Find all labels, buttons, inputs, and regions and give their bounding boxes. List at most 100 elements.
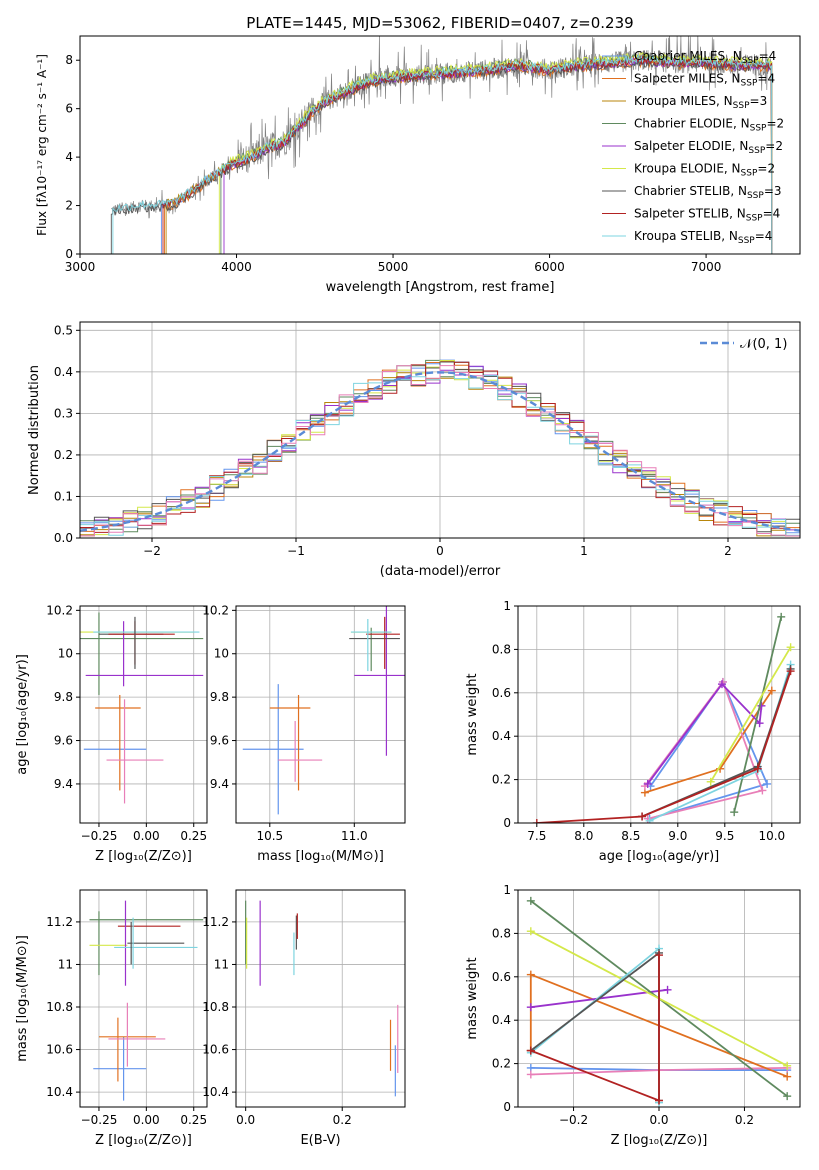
x-axis-label: E(B-V) <box>300 1133 340 1148</box>
y-tick-label: 10.8 <box>202 1000 229 1014</box>
x-axis-label: age [log₁₀(age/yr)] <box>599 849 720 864</box>
y-tick-label: 0 <box>503 816 511 830</box>
x-tick-label: 6000 <box>534 260 565 274</box>
weight-line <box>644 690 773 794</box>
y-tick-label: 10 <box>58 647 73 661</box>
x-tick-label: 11.0 <box>341 829 368 843</box>
y-tick-label: 0.6 <box>492 970 511 984</box>
model-spectrum-line <box>112 54 773 254</box>
x-tick-label: 8.0 <box>574 829 593 843</box>
y-axis-label: mass weight <box>465 673 480 755</box>
axes-frame <box>79 605 208 824</box>
legend-entry: Salpeter MILES, NSSP=4 <box>634 72 775 89</box>
y-tick-label: 11 <box>58 957 73 971</box>
histogram-group <box>80 359 800 538</box>
y-tick-label: 1 <box>503 599 511 613</box>
x-axis-label: Z [log₁₀(Z/Z⊙)] <box>95 1133 192 1148</box>
y-tick-label: 10.2 <box>46 603 73 617</box>
y-axis-label: mass [log₁₀(M/M⊙)] <box>15 935 30 1062</box>
axes-frame <box>235 889 406 1108</box>
spectrum-group <box>110 36 773 254</box>
x-tick-label: 0.0 <box>236 1113 255 1127</box>
model-spectrum-line <box>223 57 773 254</box>
x-tick-label: 0.00 <box>133 829 160 843</box>
x-axis-label: Z [log₁₀(Z/Z⊙)] <box>95 849 192 864</box>
y-tick-label: 0.4 <box>54 365 73 379</box>
y-tick-label: 6 <box>65 102 73 116</box>
weight-line <box>530 946 660 1103</box>
legend-entry: Kroupa MILES, NSSP=3 <box>634 94 767 111</box>
weight-line <box>530 951 660 1101</box>
y-tick-label: 9.4 <box>210 777 229 791</box>
y-tick-label: 2 <box>65 199 73 213</box>
y-tick-label: 9.6 <box>54 734 73 748</box>
y-tick-label: 9.8 <box>54 690 73 704</box>
y-tick-label: 10.2 <box>202 603 229 617</box>
legend-entry: Salpeter ELODIE, NSSP=2 <box>634 139 783 156</box>
x-tick-label: 0.25 <box>180 1113 207 1127</box>
y-tick-label: 0 <box>65 247 73 261</box>
y-tick-label: 0.5 <box>54 323 73 337</box>
y-axis-label: mass weight <box>465 957 480 1039</box>
axes-frame <box>79 35 801 255</box>
x-tick-label: 3000 <box>65 260 96 274</box>
y-tick-label: 9.6 <box>210 734 229 748</box>
legend-entry: Kroupa ELODIE, NSSP=2 <box>634 162 775 179</box>
y-tick-label: 10.6 <box>46 1043 73 1057</box>
y-tick-label: 0.3 <box>54 406 73 420</box>
y-tick-label: 9.4 <box>54 777 73 791</box>
legend-entry: Chabrier STELIB, NSSP=3 <box>634 184 782 201</box>
y-tick-label: 0.1 <box>54 489 73 503</box>
x-tick-label: −0.25 <box>81 1113 118 1127</box>
x-axis-label: wavelength [Angstrom, rest frame] <box>326 280 555 295</box>
y-tick-label: 10.8 <box>46 1000 73 1014</box>
x-tick-label: 0.0 <box>649 1113 668 1127</box>
line-group <box>526 896 792 1107</box>
x-tick-label: 8.5 <box>621 829 640 843</box>
y-axis-label: Normed distribution <box>27 365 42 495</box>
axes-frame <box>235 605 406 824</box>
x-tick-label: −0.25 <box>81 829 118 843</box>
x-tick-label: 10.5 <box>256 829 283 843</box>
x-tick-label: 1 <box>580 544 588 558</box>
legend-entry: 𝒩(0, 1) <box>740 337 787 352</box>
x-tick-label: 0.2 <box>333 1113 352 1127</box>
legend-entry: Chabrier MILES, NSSP=4 <box>634 49 776 66</box>
y-tick-label: 9.8 <box>210 690 229 704</box>
weight-line <box>646 682 763 785</box>
x-tick-label: 0.00 <box>133 1113 160 1127</box>
gaussian-curve <box>80 371 800 532</box>
x-tick-label: 7.5 <box>527 829 546 843</box>
y-tick-label: 0.2 <box>54 448 73 462</box>
weight-line <box>649 680 769 820</box>
y-tick-label: 8 <box>65 53 73 67</box>
errorbar-group <box>80 612 204 804</box>
x-tick-label: 7000 <box>691 260 722 274</box>
spectrum-title: PLATE=1445, MJD=53062, FIBERID=0407, z=0… <box>246 14 633 32</box>
line-group <box>532 612 795 823</box>
y-tick-label: 10 <box>214 647 229 661</box>
x-tick-label: 4000 <box>221 260 252 274</box>
y-axis-label: Flux [fλ10⁻¹⁷ erg cm⁻² s⁻¹ A⁻¹] <box>35 54 49 236</box>
x-tick-label: 2 <box>724 544 732 558</box>
legend-entry: Salpeter STELIB, NSSP=4 <box>634 207 780 224</box>
weight-line <box>536 670 792 823</box>
y-axis-label: age [log₁₀(age/yr)] <box>15 654 30 775</box>
x-tick-label: −0.2 <box>559 1113 588 1127</box>
axes-frame <box>79 889 208 1108</box>
y-tick-label: 11 <box>214 957 229 971</box>
model-spectrum-line <box>110 58 773 254</box>
x-tick-label: 9.0 <box>668 829 687 843</box>
y-tick-label: 4 <box>65 150 73 164</box>
y-tick-label: 0.8 <box>492 642 511 656</box>
errorbar-group <box>89 900 204 1101</box>
model-spectrum-line <box>218 51 773 254</box>
y-tick-label: 0.0 <box>54 531 73 545</box>
errorbar-group <box>242 606 405 815</box>
x-tick-label: −1 <box>287 544 305 558</box>
y-tick-label: 10.6 <box>202 1043 229 1057</box>
weight-line <box>733 616 783 813</box>
weight-line <box>709 646 792 783</box>
x-tick-label: 9.5 <box>715 829 734 843</box>
